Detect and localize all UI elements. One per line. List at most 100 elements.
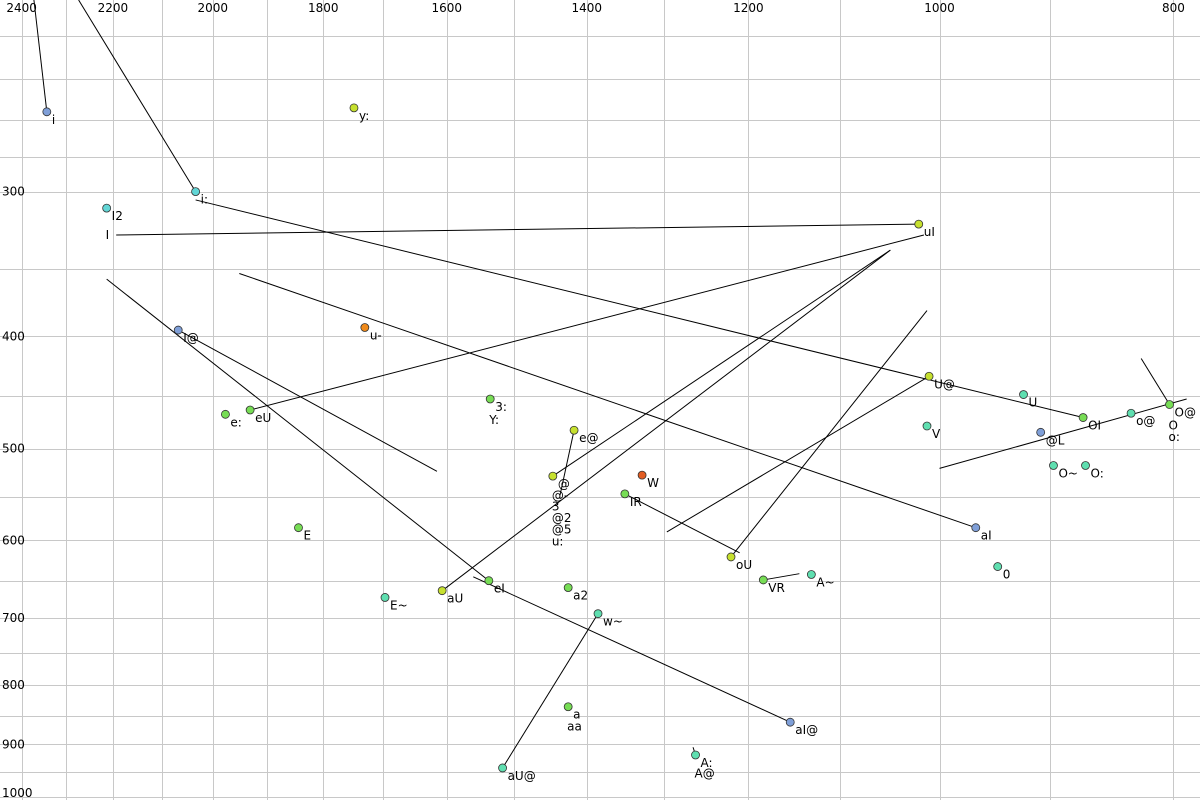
vowel-point bbox=[691, 750, 700, 760]
trajectory-line bbox=[33, 0, 48, 112]
vowel-point bbox=[806, 570, 816, 579]
vowel-label: o@ bbox=[1136, 414, 1155, 428]
vowel-label: OI bbox=[1088, 419, 1101, 433]
y-tick-label: 600 bbox=[2, 533, 25, 547]
trajectory-line bbox=[502, 613, 599, 769]
point-layer bbox=[42, 103, 1174, 773]
vowel-label: oU bbox=[736, 558, 752, 572]
trajectory-line bbox=[624, 493, 740, 554]
vowel-label: a bbox=[573, 708, 580, 722]
vowel-label: V bbox=[932, 427, 941, 441]
trajectory-line bbox=[116, 223, 919, 236]
vowel-label: e@ bbox=[579, 431, 598, 445]
trajectory-line bbox=[1140, 358, 1170, 405]
vowel-label: @- bbox=[552, 488, 568, 502]
vowel-point bbox=[485, 394, 495, 404]
vowel-point bbox=[1126, 408, 1136, 418]
vowel-label: VR bbox=[768, 581, 785, 595]
vowel-point bbox=[993, 562, 1003, 571]
vowel-label: i bbox=[52, 113, 55, 127]
y-tick-label: 800 bbox=[2, 678, 25, 692]
x-tick-label: 1400 bbox=[571, 1, 602, 15]
trajectory-line bbox=[106, 278, 490, 582]
y-tick-label: 300 bbox=[2, 185, 25, 199]
vowel-label: O: bbox=[1091, 467, 1104, 481]
y-tick-label: 500 bbox=[2, 442, 25, 456]
vowel-label: aI@ bbox=[795, 723, 818, 737]
vowel-label: aU bbox=[447, 592, 463, 606]
x-tick-label: 2400 bbox=[6, 1, 37, 15]
trajectory-line bbox=[559, 430, 575, 495]
y-tick-label: 900 bbox=[2, 737, 25, 751]
vowel-point bbox=[922, 421, 932, 431]
vowel-label: 0 bbox=[1003, 568, 1011, 582]
vowel-point bbox=[914, 219, 924, 229]
vowel-point bbox=[569, 425, 579, 435]
vowel-label: y: bbox=[359, 109, 369, 123]
trajectory-line bbox=[552, 249, 891, 477]
vowel-label: aI bbox=[981, 529, 992, 543]
vowel-point bbox=[726, 552, 736, 562]
vowel-label: I bbox=[106, 228, 110, 242]
vowel-label: @5 bbox=[552, 523, 572, 537]
vowel-point bbox=[1078, 413, 1088, 422]
vowel-point bbox=[498, 763, 507, 773]
trajectory-line bbox=[730, 310, 928, 558]
x-tick-label: 1800 bbox=[308, 1, 339, 15]
vowel-point bbox=[294, 523, 303, 533]
vowel-label: IR bbox=[630, 495, 642, 509]
x-tick-label: 2000 bbox=[197, 1, 228, 15]
vowel-point bbox=[102, 203, 112, 213]
vowel-point bbox=[593, 609, 603, 619]
x-tick-label: 1200 bbox=[733, 1, 764, 15]
vowel-point bbox=[42, 107, 52, 117]
vowel-point bbox=[563, 583, 573, 593]
trajectory-line bbox=[441, 249, 891, 592]
vowel-label: U@ bbox=[934, 377, 955, 391]
x-tick-label: 1600 bbox=[431, 1, 462, 15]
vowel-label: 3 bbox=[552, 499, 560, 513]
vowel-label: O bbox=[1169, 419, 1178, 433]
vowel-label: A~ bbox=[816, 575, 834, 589]
vowel-label: O~ bbox=[1058, 467, 1078, 481]
vowel-label: aU@ bbox=[508, 769, 536, 783]
vowel-label: I2 bbox=[112, 209, 123, 223]
trajectory-line bbox=[239, 273, 976, 529]
vowel-point bbox=[1165, 400, 1174, 409]
vowel-label: U bbox=[1029, 396, 1038, 410]
vowel-point bbox=[563, 702, 573, 712]
vowel-point bbox=[785, 717, 795, 727]
vowel-label: eI bbox=[494, 582, 505, 596]
tick-label-layer: 2400 2200 2000 1800 1600 1400 1200 1000 800 300 40… bbox=[2, 1, 1185, 800]
trajectory-line bbox=[250, 234, 925, 411]
vowel-label: u- bbox=[370, 329, 382, 343]
vowel-point bbox=[437, 586, 447, 596]
vowel-label: aa bbox=[567, 720, 582, 734]
vowel-point bbox=[173, 325, 183, 335]
vowel-point bbox=[924, 371, 934, 381]
x-tick-label: 1000 bbox=[924, 1, 955, 15]
trajectory-line bbox=[666, 375, 930, 533]
vowel-point bbox=[971, 523, 981, 533]
y-tick-label: 400 bbox=[2, 329, 25, 343]
vowel-point bbox=[758, 575, 768, 585]
y-tick-label: 700 bbox=[2, 611, 25, 625]
vowel-label: O@ bbox=[1175, 406, 1196, 420]
vowel-label: A@ bbox=[695, 766, 715, 780]
vowel-point bbox=[620, 489, 630, 499]
vowel-label: @L bbox=[1046, 433, 1065, 447]
trajectory-layer bbox=[33, 0, 1187, 769]
vowel-point bbox=[191, 187, 201, 197]
vowel-label: Y: bbox=[488, 413, 499, 427]
trajectory-line bbox=[177, 329, 438, 472]
vowel-label: uI bbox=[924, 225, 935, 239]
vowel-point bbox=[360, 323, 370, 332]
vowel-label: A: bbox=[701, 756, 713, 770]
vowel-label: eU bbox=[255, 411, 271, 425]
vowel-point bbox=[380, 593, 390, 602]
vowel-point bbox=[1036, 427, 1046, 437]
vowel-point bbox=[484, 576, 494, 586]
vowel-label: I@ bbox=[183, 331, 199, 345]
